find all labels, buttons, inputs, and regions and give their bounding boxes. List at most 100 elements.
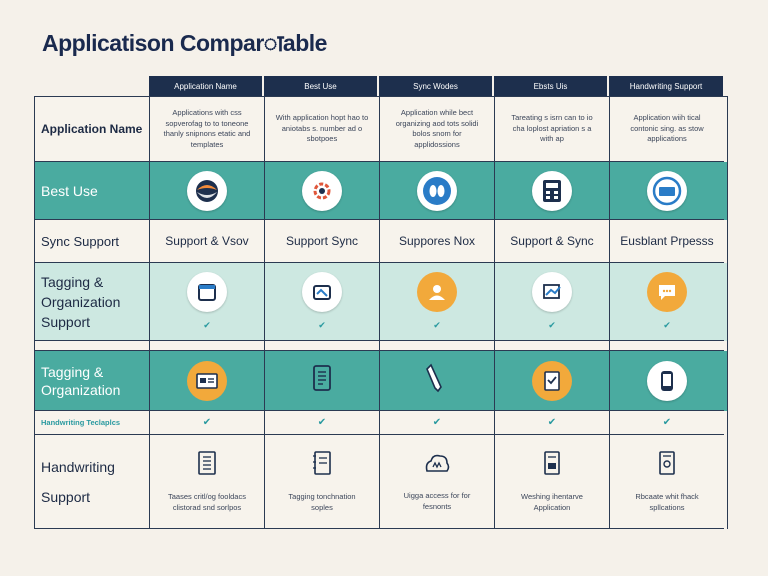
swirl-logo-icon <box>187 170 227 211</box>
table-cell: ✔ <box>150 411 265 435</box>
device-icon <box>656 450 678 479</box>
cell-text: Weshing ihentarve Application <box>521 492 583 512</box>
comparison-table: Application Name Best Use Sync Wodes Ebs… <box>34 76 728 529</box>
table-cell <box>610 351 724 411</box>
table-cell <box>610 341 724 351</box>
table-cell <box>265 162 380 220</box>
check-icon: ✔ <box>318 320 326 330</box>
gear-icon <box>302 170 342 211</box>
row-label: Best Use <box>35 162 150 220</box>
table-cell: ✔ <box>380 263 495 341</box>
row-label: Handwriting Teclaplcs <box>35 411 150 435</box>
cloud-document-icon <box>423 451 451 478</box>
table-row: Best Use <box>34 162 728 220</box>
table-cell: Application wiih tical contonic sing. as… <box>610 97 724 162</box>
printer-icon <box>541 450 563 479</box>
table-cell: ✔ <box>610 411 724 435</box>
table-cell: ✔ <box>265 263 380 341</box>
header-row: Application Name Best Use Sync Wodes Ebs… <box>149 76 728 96</box>
row-label: Tagging & Organization Support <box>35 263 150 341</box>
table-cell: ✔ <box>495 411 610 435</box>
header-cell: Best Use <box>264 76 379 96</box>
table-cell: ✔ <box>265 411 380 435</box>
table-row: Handwriting Support Taases critl/og fool… <box>34 435 728 529</box>
table-cell: Eusblant Prpesss <box>610 220 724 263</box>
notes-icon <box>196 450 218 479</box>
table-cell: ✔ <box>495 263 610 341</box>
edit-chart-icon <box>532 272 572 312</box>
row-label <box>35 341 150 351</box>
page-title: Applicatison Comparाable <box>42 30 327 56</box>
table-cell: ✔ <box>150 263 265 341</box>
row-label-line: Support <box>41 488 91 505</box>
table-cell: Uigga access for for fesnonts <box>380 435 495 529</box>
table-cell <box>495 341 610 351</box>
pen-icon <box>425 361 449 400</box>
check-icon: ✔ <box>432 417 442 428</box>
spacer-row <box>34 341 728 351</box>
row-label: Sync Support <box>35 220 150 263</box>
table-cell: Rbcaate whit fhack spllcations <box>610 435 724 529</box>
table-cell: With application hopt hao to aniotabs s.… <box>265 97 380 162</box>
header-cell: Ebsts Uis <box>494 76 609 96</box>
table-cell <box>380 341 495 351</box>
table-row: Tagging & Organization <box>34 351 728 411</box>
table-cell: Suppores Nox <box>380 220 495 263</box>
chat-bubble-icon <box>647 272 687 312</box>
tablet-logo-icon <box>647 170 687 211</box>
check-icon: ✔ <box>662 417 672 428</box>
cell-text: Rbcaate whit fhack spllcations <box>635 492 699 512</box>
table-row: Handwriting Teclaplcs ✔ ✔ ✔ ✔ ✔ <box>34 411 728 435</box>
table-cell: Tareating s isrn can to io cha loplost a… <box>495 97 610 162</box>
user-icon <box>417 272 457 312</box>
header-cell: Handwriting Support <box>609 76 723 96</box>
phone-icon <box>647 360 687 401</box>
check-icon: ✔ <box>548 320 556 330</box>
table-cell: Support & Vsov <box>150 220 265 263</box>
calculator-icon <box>532 170 572 211</box>
table-cell: ✔ <box>610 263 724 341</box>
checklist-icon <box>532 360 572 401</box>
header-cell: Sync Wodes <box>379 76 494 96</box>
table-cell <box>380 351 495 411</box>
cell-text: Uigga access for for fesnonts <box>403 491 471 511</box>
table-cell <box>495 162 610 220</box>
check-icon: ✔ <box>547 417 557 428</box>
calendar-icon <box>187 272 227 312</box>
table-cell <box>265 341 380 351</box>
check-icon: ✔ <box>433 320 441 330</box>
table-cell <box>495 351 610 411</box>
table-cell: Support Sync <box>265 220 380 263</box>
table-cell <box>265 351 380 411</box>
table-row: Sync Support Support & Vsov Support Sync… <box>34 220 728 263</box>
document-icon <box>311 364 333 397</box>
table-cell <box>150 341 265 351</box>
table-cell <box>150 351 265 411</box>
table-cell: Weshing ihentarve Application <box>495 435 610 529</box>
cell-text: Tagging tonchnation soples <box>288 492 356 512</box>
table-cell <box>610 162 724 220</box>
row-label-line: Handwriting <box>41 458 115 475</box>
check-icon: ✔ <box>202 417 212 428</box>
table-cell: Applications with css sopverofag to to t… <box>150 97 265 162</box>
table-cell <box>150 162 265 220</box>
table-row: Tagging & Organization Support ✔ ✔ ✔ ✔ <box>34 263 728 341</box>
check-icon: ✔ <box>317 417 327 428</box>
table-cell <box>380 162 495 220</box>
table-cell: Support & Sync <box>495 220 610 263</box>
header-cell: Application Name <box>149 76 264 96</box>
check-icon: ✔ <box>663 320 671 330</box>
row-label: Application Name <box>35 97 150 162</box>
notebook-icon <box>311 450 333 479</box>
table-cell: Tagging tonchnation soples <box>265 435 380 529</box>
cell-text: Taases critl/og fooldacs clistorad snd s… <box>168 492 246 512</box>
check-icon: ✔ <box>203 320 211 330</box>
table-cell: Application while bect organizing aod to… <box>380 97 495 162</box>
row-label: Tagging & Organization <box>35 351 150 411</box>
table-row: Application Name Applications with css s… <box>34 96 728 162</box>
row-label: Handwriting Support <box>35 435 150 529</box>
table-cell: Taases critl/og fooldacs clistorad snd s… <box>150 435 265 529</box>
id-card-icon <box>187 360 227 401</box>
folder-icon <box>302 272 342 312</box>
footprints-icon <box>417 170 457 211</box>
